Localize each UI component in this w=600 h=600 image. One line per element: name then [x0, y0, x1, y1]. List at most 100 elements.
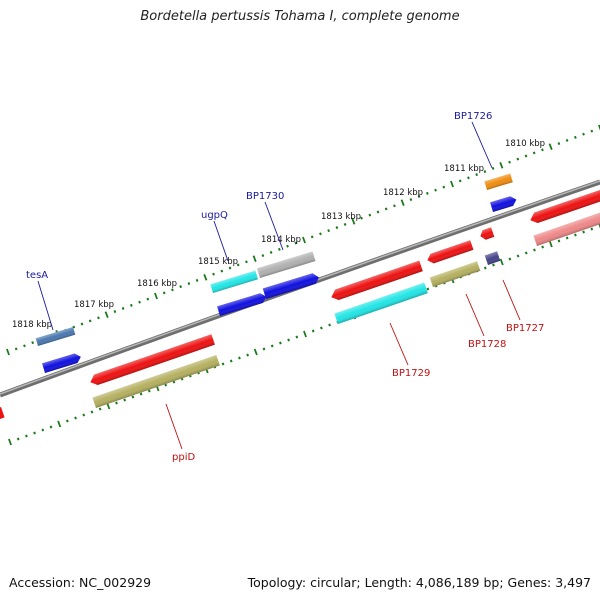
gene-ugpQ [210, 270, 258, 293]
tick-minor [277, 247, 281, 251]
tick-minor [565, 138, 569, 142]
tick-minor [319, 232, 322, 236]
tick-minor [590, 227, 594, 231]
tick-minor [483, 266, 487, 270]
kbp-label-1817: 1817 kbp [74, 300, 114, 310]
tick-major [104, 311, 109, 319]
tick-minor [65, 419, 69, 423]
tick-major [598, 124, 600, 131]
tick-minor [138, 300, 141, 304]
tick-minor [335, 226, 339, 230]
tick-minor [98, 407, 102, 411]
tick-minor [360, 216, 363, 220]
gene-ppiD [92, 354, 220, 408]
tick-major [253, 348, 258, 356]
tick-minor [409, 198, 413, 202]
tick-minor [573, 135, 577, 139]
tick-major [548, 143, 553, 151]
tick-minor [41, 428, 45, 432]
scale-labels: 1818 kbp 1817 kbp 1816 kbp 1815 kbp 1814… [12, 139, 545, 330]
tick-major [6, 348, 10, 356]
tick-minor [187, 282, 191, 286]
tick-minor [582, 132, 585, 136]
tick-minor [343, 222, 347, 226]
tick-major [499, 161, 504, 169]
tick-minor [25, 434, 28, 438]
tick-minor [16, 437, 20, 441]
tick-minor [113, 310, 117, 314]
tick-minor [220, 269, 224, 273]
tick-minor [88, 319, 92, 323]
tick-minor [121, 306, 125, 310]
tick-major [203, 273, 208, 281]
gene-blue-1 [42, 353, 81, 373]
gene-red-3 [427, 240, 474, 264]
gene-pink [533, 211, 600, 246]
gene-red-1 [90, 334, 215, 386]
kbp-label-1814: 1814 kbp [261, 235, 301, 245]
tick-minor [516, 157, 520, 161]
tick-minor [131, 395, 135, 399]
tick-minor [212, 272, 215, 276]
tick-minor [524, 251, 528, 255]
tick-minor [261, 254, 265, 258]
tick-minor [574, 233, 577, 237]
tick-minor [74, 416, 77, 420]
tick-minor [384, 207, 388, 211]
tick-minor [245, 260, 248, 264]
gene-label-tesA: tesA [26, 270, 48, 281]
gene-blue-2 [217, 293, 267, 316]
tick-major [302, 236, 306, 244]
tick-minor [171, 288, 174, 292]
tick-major [450, 180, 454, 188]
tick-minor [72, 325, 76, 329]
tick-minor [246, 353, 250, 357]
tick-minor [31, 341, 35, 345]
tick-minor [129, 303, 133, 307]
tick-minor [33, 431, 36, 435]
gene-BP1727 [484, 251, 501, 265]
tick-minor [287, 338, 290, 342]
tick-minor [139, 392, 143, 396]
tick-minor [557, 239, 561, 243]
map-title: Bordetella pertussis Tohama I, complete … [140, 9, 460, 24]
gene-tesA [35, 326, 76, 346]
tick-minor [425, 191, 429, 195]
kbp-label-1813: 1813 kbp [321, 212, 361, 222]
gene-features [0, 173, 600, 420]
tick-minor [590, 129, 594, 133]
tick-minor [49, 425, 53, 429]
tick-minor [97, 316, 100, 320]
tick-minor [294, 241, 298, 245]
tick-minor [475, 173, 479, 177]
gene-red-2 [331, 260, 423, 301]
tick-minor [393, 204, 396, 208]
tick-major [252, 255, 257, 263]
tick-minor [147, 389, 151, 393]
tick-minor [270, 344, 274, 348]
tick-major [548, 240, 553, 248]
topology-text: Topology: circular; Length: 4,086,189 bp… [247, 575, 591, 590]
gene-BP1726 [484, 173, 513, 190]
tick-minor [328, 323, 331, 327]
tick-major [154, 292, 158, 300]
tick-minor [582, 230, 585, 234]
tick-minor [320, 326, 323, 330]
gene-blue-4 [490, 196, 517, 212]
tick-minor [508, 257, 512, 261]
kbp-label-1815: 1815 kbp [198, 257, 238, 267]
tick-minor [82, 413, 86, 417]
kbp-label-1810: 1810 kbp [505, 139, 545, 149]
tick-minor [311, 329, 315, 333]
gene-red-5 [530, 188, 600, 224]
tick-minor [442, 185, 446, 189]
gene-label-BP1729: BP1729 [392, 368, 430, 379]
tick-minor [376, 210, 380, 214]
tick-minor [162, 291, 166, 295]
tick-minor [516, 254, 520, 258]
gene-label-BP1727: BP1727 [506, 323, 544, 334]
tick-minor [279, 341, 282, 345]
tick-minor [533, 248, 536, 252]
tick-major [303, 330, 307, 338]
